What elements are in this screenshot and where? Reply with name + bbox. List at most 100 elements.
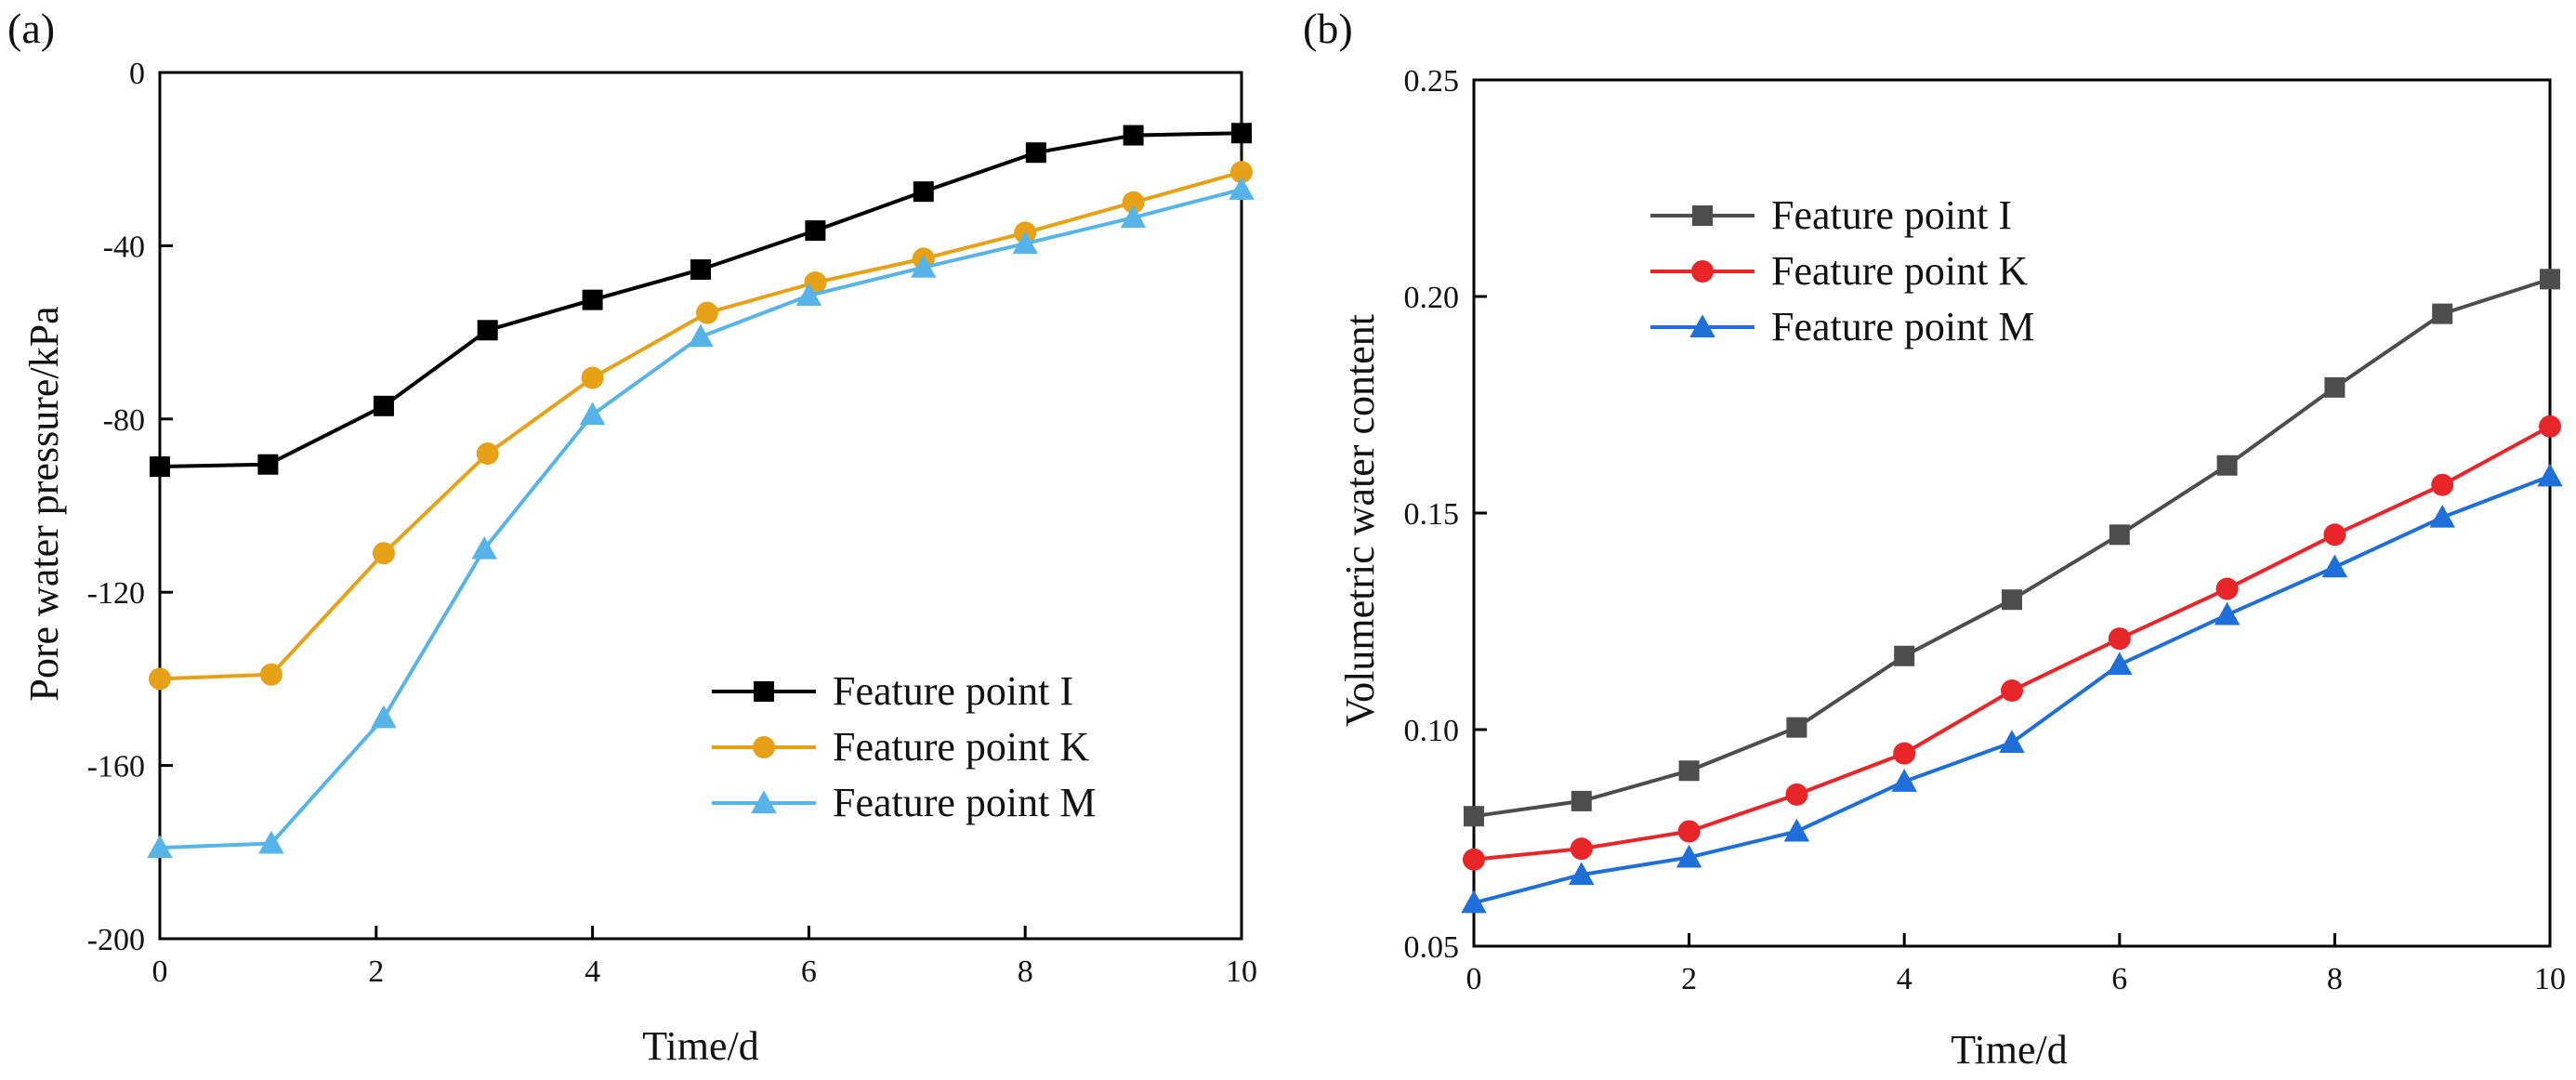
panel-b-data-point (2431, 473, 2454, 496)
panel-b-chart: (b) 0 2 4 6 8 10 0.05 0.10 0.15 0.20 0.25 Time/d V… (1303, 5, 2566, 1073)
panel-a-axes-frame (158, 71, 1243, 941)
panel-b-x-tick-label: 6 (2111, 962, 2127, 996)
panel-a-y-axis-title: Pore water pressure/kPa (21, 306, 67, 701)
panel-b-data-point (2107, 652, 2133, 676)
panel-a-series-line-0 (159, 131, 1242, 469)
panel-a-data-point (582, 289, 603, 310)
panel-b-y-tick-label: 0.20 (1404, 281, 1460, 315)
panel-b-legend-marker-1 (1691, 260, 1714, 283)
panel-b-data-point (1461, 889, 1487, 914)
panel-a-legend-label-2: Feature point M (833, 780, 1097, 825)
panel-a-y-tick-label: -200 (87, 923, 145, 957)
panel-b-x-tick-label: 10 (2534, 962, 2566, 996)
panel-a-legend-marker-1 (753, 736, 775, 758)
panel-a-data-point (695, 301, 718, 324)
panel-b-data-point (1464, 806, 1484, 827)
panel-b-legend-marker-2 (1689, 314, 1715, 337)
panel-b-data-point (1893, 742, 1916, 765)
panel-b-legend: Feature point I Feature point K Feature po… (1650, 192, 2035, 349)
panel-b-data-point (1891, 769, 1917, 792)
panel-a-y-tick-label: -40 (103, 230, 145, 264)
panel-b-legend-marker-0 (1692, 205, 1713, 226)
panel-b-data-point (2537, 463, 2563, 487)
panel-a-label: (a) (7, 5, 55, 52)
panel-a-y-tick-label: -80 (103, 403, 145, 438)
panel-b-data-point (2215, 577, 2239, 600)
panel-a-x-tick-label: 2 (368, 955, 384, 989)
panel-a-legend-marker-0 (754, 681, 774, 702)
panel-b-data-point (2321, 554, 2348, 578)
panel-b-data-point (2324, 376, 2346, 398)
panel-b-data-point (2323, 523, 2346, 547)
panel-a-ticks-layer: 0 2 4 6 8 10 0 -40 -80 -120 -160 -200 (87, 57, 1257, 989)
panel-b-data-point (1677, 820, 1701, 843)
panel-a-data-point (477, 320, 498, 341)
panel-a-data-point (257, 454, 279, 475)
panel-a-data-point (1012, 230, 1038, 255)
panel-b-x-tick-label: 2 (1681, 962, 1697, 996)
panel-a-y-tick-label: -160 (87, 750, 145, 784)
panel-b-y-tick-label: 0.15 (1404, 497, 1460, 532)
panel-a-legend-marker-2 (751, 790, 777, 813)
panel-b-data-point (2002, 589, 2022, 611)
panel-b-data-point (1570, 837, 1593, 861)
panel-b-x-axis-title: Time/d (1951, 1027, 2068, 1073)
panel-b-data-point (1786, 717, 1807, 738)
panel-a-x-axis-title: Time/d (642, 1023, 759, 1069)
panel-a-x-tick-label: 6 (801, 955, 817, 989)
panel-a-data-point (471, 535, 497, 560)
panel-a-data-point (795, 283, 822, 306)
panel-b-data-point (2216, 454, 2238, 476)
panel-b-ticks-layer: 0 2 4 6 8 10 0.05 0.10 0.15 0.20 0.25 (1404, 64, 2567, 996)
panel-b-label: (b) (1303, 5, 1353, 52)
panel-a-data-point (147, 835, 173, 859)
panel-a-data-point (372, 542, 395, 565)
panel-a-y-tick-label: -120 (87, 576, 145, 611)
panel-b-data-point (2109, 524, 2130, 546)
panel-a-data-point (149, 667, 171, 691)
panel-a-data-point (259, 663, 283, 686)
panel-b-data-point (2214, 601, 2241, 626)
panel-a-data-point (150, 456, 170, 478)
panel-b-data-point (2540, 269, 2560, 290)
panel-b-data-point (2429, 504, 2455, 528)
panel-a-x-tick-label: 10 (1226, 955, 1257, 989)
panel-a-data-point (1230, 161, 1253, 184)
panel-a-data-point (258, 830, 284, 854)
panel-a-legend-label-0: Feature point I (833, 668, 1073, 714)
panel-a-x-tick-label: 0 (152, 955, 168, 989)
panel-b-data-point (1785, 783, 1808, 806)
panel-a-data-point (690, 259, 711, 281)
panel-a-data-point (1123, 125, 1144, 146)
panel-b-data-point (2539, 415, 2561, 438)
panel-b-y-tick-label: 0.25 (1404, 64, 1460, 99)
panel-a-data-point (1120, 204, 1147, 229)
panel-a-plot-area (158, 71, 1243, 941)
panel-b-legend-label-1: Feature point K (1771, 248, 2028, 294)
panel-a-data-point (581, 366, 604, 389)
panel-a-data-point (911, 254, 937, 278)
panel-a-data-point (1122, 191, 1145, 214)
panel-b-series-layer (1461, 269, 2563, 914)
panel-a-data-point (373, 395, 394, 416)
panel-b-legend-label-2: Feature point M (1771, 304, 2035, 349)
panel-b-data-point (1676, 844, 1702, 868)
panel-a-data-point (1229, 177, 1255, 200)
panel-a-series-line-1 (159, 170, 1242, 681)
panel-a-chart: (a) 0 2 4 6 8 10 0 -40 -80 -120 -160 -200 Time/d Po… (7, 5, 1257, 1069)
panel-a-x-tick-label: 8 (1018, 955, 1033, 989)
panel-b-y-tick-label: 0.10 (1404, 714, 1460, 748)
panel-a-series-layer (147, 123, 1255, 859)
panel-a-legend: Feature point I Feature point K Feature po… (712, 668, 1097, 825)
panel-b-data-point (1463, 848, 1485, 871)
panel-a-data-point (688, 323, 714, 348)
panel-b-data-point (1894, 645, 1915, 666)
panel-a-x-tick-label: 4 (585, 955, 600, 989)
panel-b-data-point (1571, 790, 1592, 811)
panel-b-data-point (1999, 730, 2025, 753)
panel-a-data-point (913, 181, 934, 203)
panel-b-data-point (2108, 627, 2131, 651)
panel-a-legend-label-1: Feature point K (833, 724, 1089, 770)
panel-b-x-tick-label: 4 (1897, 962, 1912, 996)
